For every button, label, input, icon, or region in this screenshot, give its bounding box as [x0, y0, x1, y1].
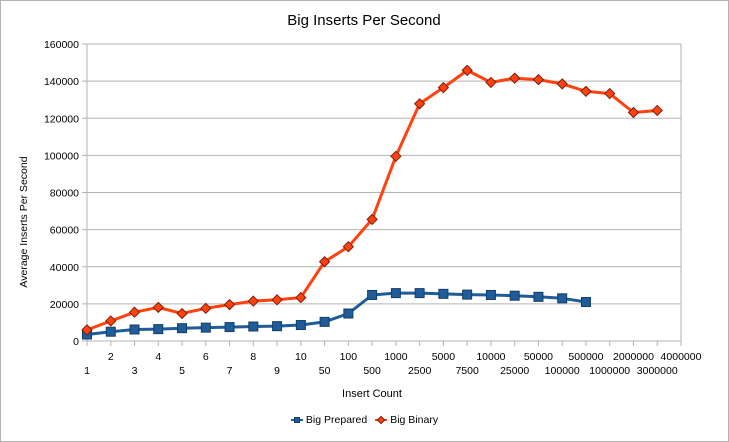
- data-point-big-prepared: [533, 291, 544, 302]
- x-tick-label: 50: [319, 365, 331, 377]
- data-point-big-binary: [271, 294, 283, 306]
- data-point-big-binary: [247, 295, 260, 307]
- x-tick-label: 25000: [500, 365, 529, 377]
- x-tick-label: 5: [179, 365, 185, 377]
- data-point-big-prepared: [105, 326, 116, 337]
- y-tick-label: 0: [73, 336, 79, 348]
- y-tick-label: 100000: [44, 150, 79, 162]
- x-tick-label: 7: [227, 365, 233, 377]
- data-point-big-prepared: [462, 289, 473, 300]
- data-point-big-binary: [366, 213, 378, 226]
- data-point-big-binary: [580, 85, 592, 98]
- data-point-big-prepared: [153, 324, 164, 335]
- x-tick-label: 3: [132, 365, 138, 377]
- x-tick-label: 2: [108, 351, 114, 363]
- data-point-big-binary: [627, 106, 640, 119]
- data-point-big-prepared: [557, 293, 568, 304]
- data-point-big-prepared: [485, 289, 496, 300]
- y-tick-label: 40000: [50, 262, 79, 274]
- data-point-big-binary: [176, 307, 188, 320]
- x-tick-label: 500000: [568, 351, 603, 363]
- data-point-big-prepared: [200, 322, 211, 333]
- data-point-big-binary: [556, 78, 568, 90]
- data-point-big-binary: [651, 104, 663, 117]
- data-point-big-prepared: [224, 322, 235, 333]
- x-tick-label: 2500: [408, 365, 432, 377]
- data-point-big-binary: [437, 81, 450, 94]
- data-point-big-prepared: [390, 288, 401, 299]
- data-point-big-binary: [81, 324, 93, 336]
- x-tick-label: 10000: [476, 351, 505, 363]
- data-point-big-binary: [532, 73, 545, 86]
- x-tick-label: 5000: [432, 351, 456, 363]
- data-point-big-prepared: [272, 321, 283, 332]
- x-axis-label: Insert Count: [342, 388, 402, 400]
- data-point-big-binary: [295, 291, 307, 304]
- legend: Big Prepared Big Binary: [1, 414, 728, 426]
- data-point-big-prepared: [319, 316, 330, 327]
- legend-item-big-prepared: Big Prepared: [290, 414, 368, 426]
- x-tick-label: 1: [84, 365, 90, 377]
- y-tick-labels: 0 20000 40000 60000 80000 100000 120000 140000 1…: [44, 39, 79, 348]
- y-axis-label: Average Inserts Per Second: [18, 156, 30, 287]
- x-tick-label: 7500: [455, 365, 479, 377]
- chart-title: Big Inserts Per Second: [287, 12, 440, 29]
- data-point-big-prepared: [343, 308, 354, 319]
- data-point-big-prepared: [438, 288, 449, 299]
- data-point-big-prepared: [129, 324, 140, 335]
- data-point-big-prepared: [295, 320, 306, 331]
- data-point-big-binary: [200, 302, 212, 315]
- x-tick-label: 10: [295, 351, 307, 363]
- legend-label-big-binary: Big Binary: [390, 414, 439, 426]
- x-tick-label: 1000000: [589, 365, 630, 377]
- x-tick-label: 4: [155, 351, 161, 363]
- legend-label-big-prepared: Big Prepared: [305, 414, 368, 426]
- x-tick-label: 100: [340, 351, 358, 363]
- data-point-big-binary: [152, 301, 164, 314]
- data-point-big-prepared: [509, 290, 520, 301]
- y-tick-label: 60000: [50, 225, 79, 237]
- data-point-big-binary: [342, 240, 355, 253]
- data-point-big-prepared: [367, 289, 378, 300]
- data-point-big-prepared: [248, 321, 259, 332]
- data-point-big-prepared: [580, 297, 591, 308]
- legend-item-big-binary: Big Binary: [375, 414, 438, 426]
- gridlines: [87, 43, 681, 342]
- x-tick-label: 1000: [384, 351, 408, 363]
- data-point-big-binary: [318, 256, 331, 268]
- x-tick-label: 50000: [524, 351, 553, 363]
- x-tick-label: 3000000: [637, 365, 678, 377]
- data-point-big-binary: [390, 150, 402, 163]
- x-tick-label: 4000000: [661, 351, 702, 363]
- series-line-big-prepared: [85, 291, 588, 336]
- data-point-big-binary: [128, 306, 141, 318]
- x-tick-label: 100000: [545, 365, 580, 377]
- data-point-big-binary: [223, 298, 236, 311]
- y-tick-label: 80000: [50, 188, 79, 200]
- data-point-big-binary: [604, 87, 616, 100]
- data-point-big-binary: [105, 315, 117, 327]
- x-tick-label: 6: [203, 351, 209, 363]
- data-point-big-binary: [485, 76, 497, 89]
- data-point-big-prepared: [414, 288, 425, 299]
- y-tick-label: 120000: [44, 113, 79, 125]
- series-plot: [81, 64, 663, 340]
- legend-square-marker-icon: [290, 416, 303, 424]
- axes: [82, 43, 682, 346]
- data-point-big-binary: [461, 64, 473, 77]
- y-tick-label: 160000: [44, 39, 79, 51]
- data-point-big-binary: [508, 72, 521, 84]
- data-point-big-binary: [413, 98, 426, 110]
- x-tick-label: 9: [274, 365, 280, 377]
- x-tick-label: 8: [250, 351, 256, 363]
- x-tick-label: 2000000: [613, 351, 654, 363]
- data-point-big-prepared: [177, 323, 188, 334]
- x-tick-label: 500: [363, 365, 381, 377]
- y-tick-label: 20000: [50, 299, 79, 311]
- legend-diamond-marker-icon: [375, 415, 388, 425]
- y-tick-label: 140000: [44, 76, 79, 88]
